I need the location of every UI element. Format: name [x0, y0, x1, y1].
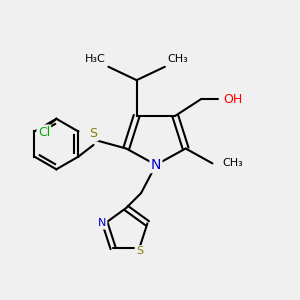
- Text: N: N: [151, 158, 161, 172]
- Text: S: S: [136, 246, 143, 256]
- Text: CH₃: CH₃: [168, 54, 189, 64]
- Text: H₃C: H₃C: [85, 54, 105, 64]
- Text: CH₃: CH₃: [223, 158, 244, 168]
- Text: N: N: [98, 218, 106, 228]
- Text: S: S: [89, 127, 98, 140]
- Text: OH: OH: [223, 93, 242, 106]
- Text: Cl: Cl: [38, 126, 50, 139]
